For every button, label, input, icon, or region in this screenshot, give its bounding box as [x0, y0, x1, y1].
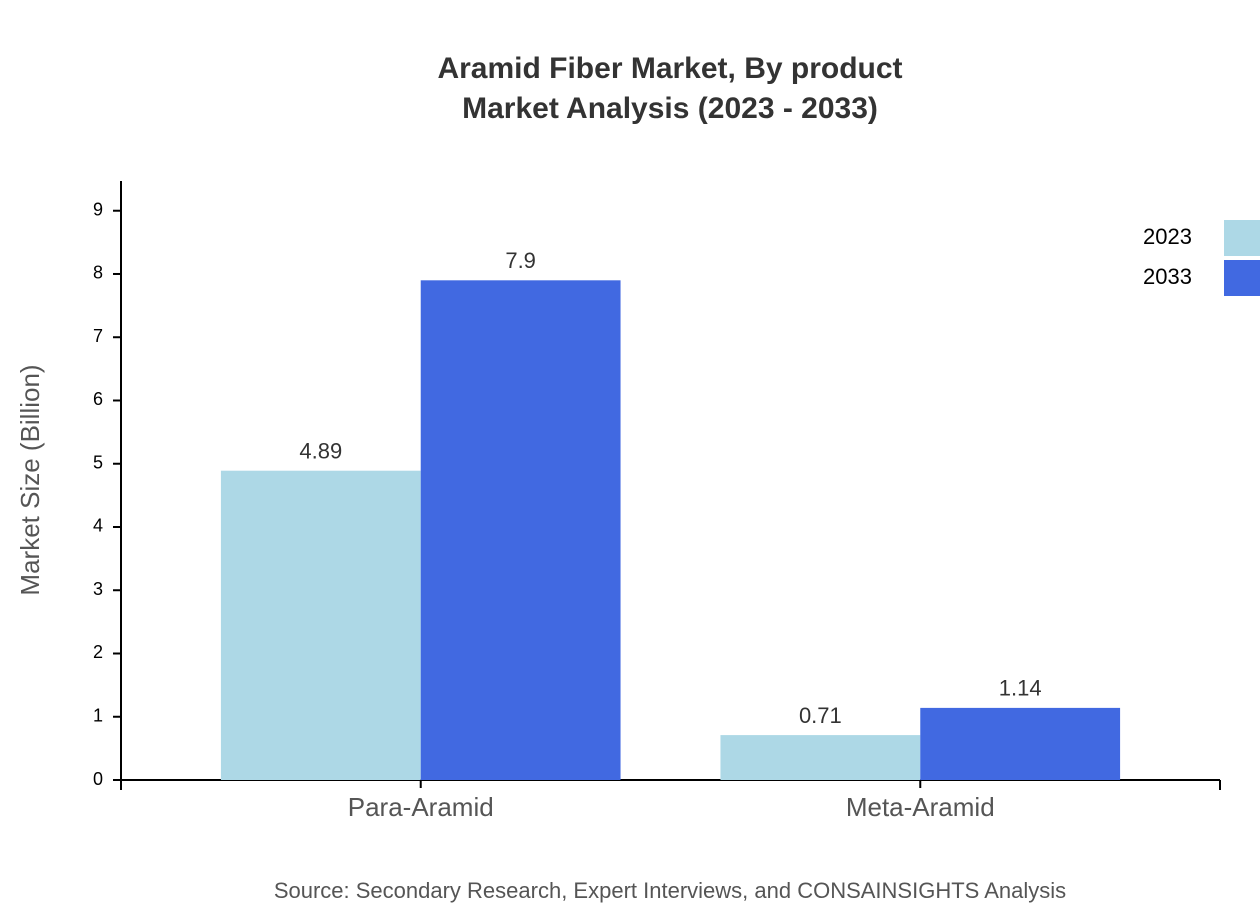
legend-swatch	[1224, 260, 1260, 296]
y-tick-label: 8	[93, 263, 103, 283]
y-tick-label: 4	[93, 516, 103, 536]
bar	[220, 470, 421, 780]
source-note: Source: Secondary Research, Expert Inter…	[274, 878, 1066, 903]
chart-title: Aramid Fiber Market, By product	[437, 52, 902, 85]
y-tick-label: 1	[93, 705, 103, 725]
y-tick-label: 7	[93, 326, 103, 346]
bar	[420, 280, 621, 780]
legend-label: 2033	[1143, 264, 1192, 289]
value-label: 0.71	[799, 703, 842, 728]
y-tick-label: 9	[93, 199, 103, 219]
x-tick-label: Para-Aramid	[348, 792, 494, 822]
legend-swatch	[1224, 220, 1260, 256]
y-tick-label: 5	[93, 452, 103, 472]
y-tick-label: 2	[93, 642, 103, 662]
chart-subtitle: Market Analysis (2023 - 2033)	[462, 92, 878, 125]
y-tick-label: 3	[93, 579, 103, 599]
value-label: 7.9	[505, 248, 536, 273]
bar	[920, 707, 1121, 780]
bar	[720, 735, 921, 780]
y-tick-label: 6	[93, 389, 103, 409]
value-label: 1.14	[999, 676, 1042, 701]
legend-label: 2023	[1143, 224, 1192, 249]
y-tick-label: 0	[93, 769, 103, 789]
x-tick-label: Meta-Aramid	[846, 792, 995, 822]
value-label: 4.89	[299, 439, 342, 464]
y-axis-label: Market Size (Billion)	[15, 364, 45, 595]
